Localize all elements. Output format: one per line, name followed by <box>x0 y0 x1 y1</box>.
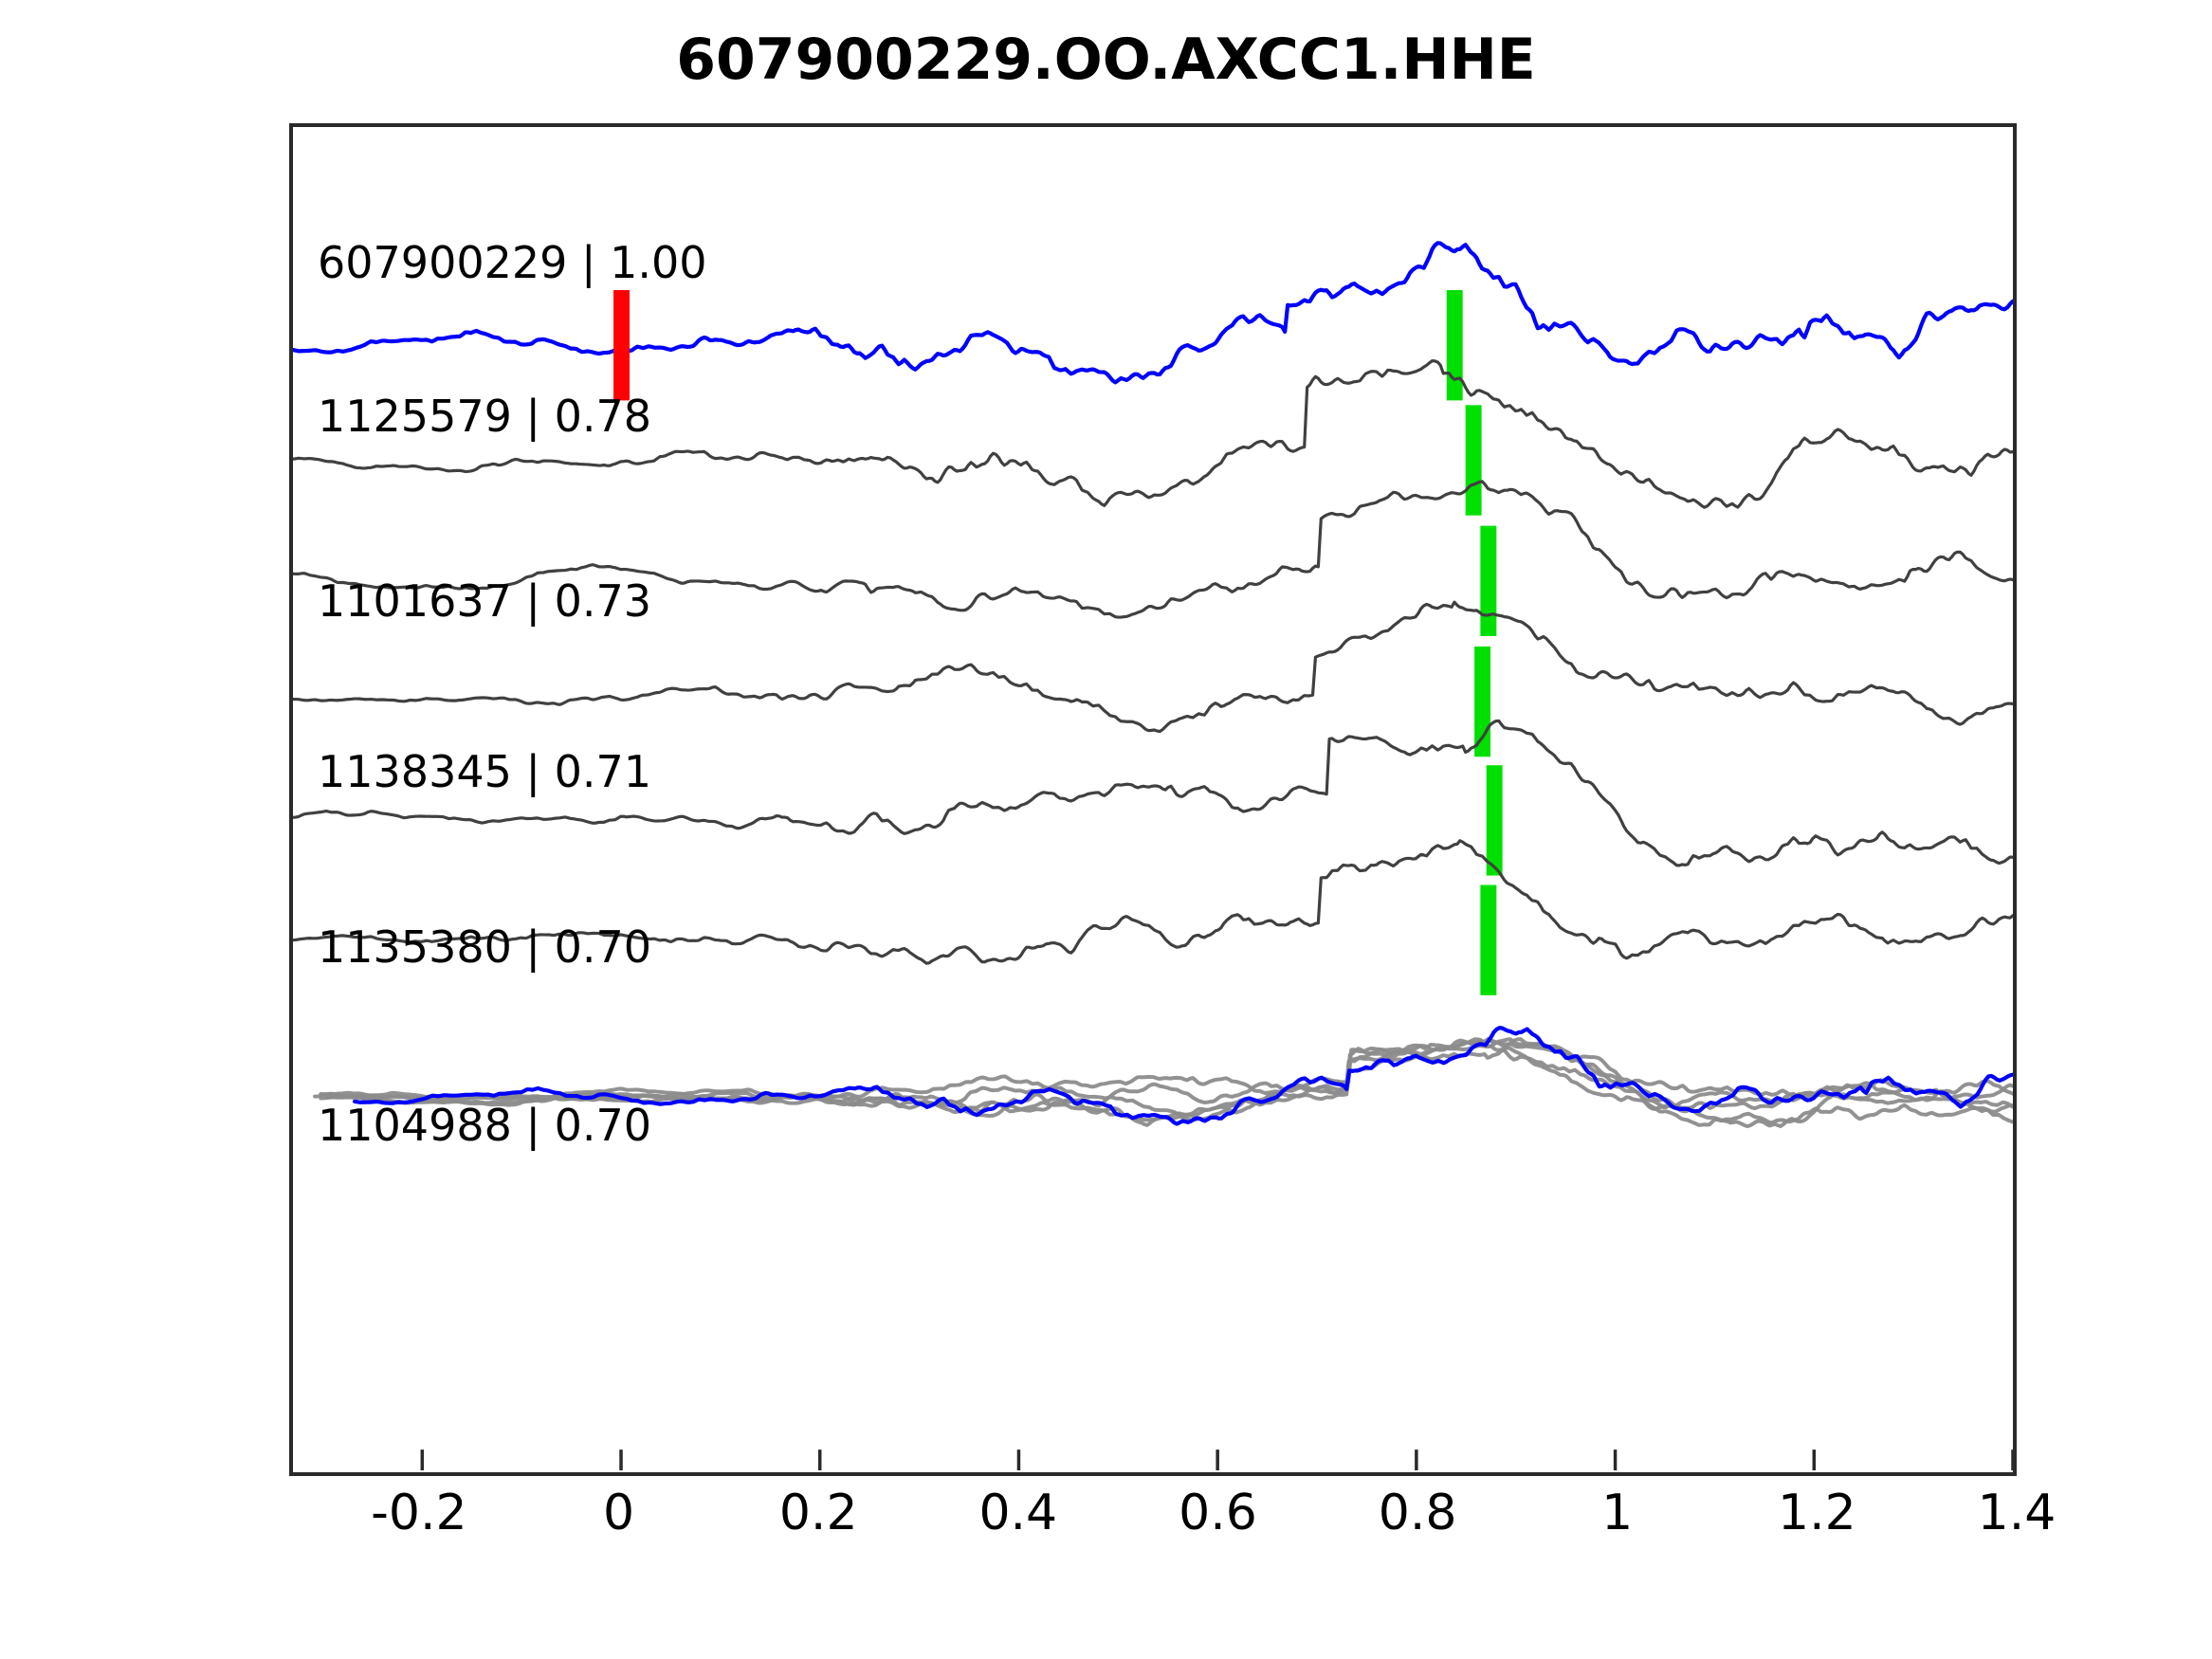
overlay-template-607900229 <box>352 1026 2013 1126</box>
trace-1135380 <box>293 719 2013 876</box>
plot-axes <box>289 123 2017 1476</box>
trace-1104988 <box>293 839 2013 995</box>
trace-label-1101637: 1101637 | 0.73 <box>318 575 652 627</box>
detection-pick-marker-607900229 <box>1446 290 1463 401</box>
trace-label-1104988: 1104988 | 0.70 <box>318 1100 652 1151</box>
trace-label-1125579: 1125579 | 0.78 <box>318 391 652 442</box>
x-tick-label-0.6: 0.6 <box>1179 1485 1257 1541</box>
trace-1101637 <box>293 480 2013 636</box>
trace-label-607900229: 607900229 | 1.00 <box>318 237 707 288</box>
waveform-line-1135380 <box>293 719 2013 867</box>
page-title: 607900229.OO.AXCC1.HHE <box>676 27 1536 93</box>
x-axis-tick-labels: -0.2 0 0.2 0.4 0.6 0.8 1 1.2 1.4 <box>289 1485 2056 1560</box>
x-tick-label-0.8: 0.8 <box>1378 1485 1457 1541</box>
detection-pick-marker-1135380 <box>1486 765 1503 876</box>
stack-overlay-panel <box>313 1026 2013 1129</box>
waveform-line-1138345 <box>293 600 2013 734</box>
x-tick-label-0.2: 0.2 <box>778 1485 858 1541</box>
x-tick-label-1: 1 <box>1601 1485 1634 1541</box>
waveform-line-607900229 <box>293 241 2013 385</box>
detection-pick-marker-1104988 <box>1480 884 1497 995</box>
waveform-line-1125579 <box>293 359 2013 509</box>
overlay-gray-1135380 <box>313 1037 2013 1127</box>
x-axis-ticks <box>420 1449 2013 1471</box>
x-tick-label-1.4: 1.4 <box>1977 1485 2057 1541</box>
x-tick-label-1.2: 1.2 <box>1778 1485 1856 1541</box>
x-tick-label-0.4: 0.4 <box>978 1485 1058 1541</box>
detection-pick-marker-1101637 <box>1480 525 1497 636</box>
trace-607900229 <box>293 241 2013 401</box>
trace-label-1135380: 1135380 | 0.70 <box>318 921 652 973</box>
detection-pick-marker-1138345 <box>1474 646 1491 757</box>
waveform-canvas <box>293 241 2013 1471</box>
trace-label-1138345: 1138345 | 0.71 <box>318 746 652 797</box>
template-pick-marker-607900229 <box>613 290 630 401</box>
x-tick-label-0: 0 <box>602 1485 635 1541</box>
waveform-line-1101637 <box>293 480 2013 619</box>
waveform-line-1104988 <box>293 839 2013 965</box>
x-tick-label--0.2: -0.2 <box>371 1485 467 1541</box>
detection-pick-marker-1125579 <box>1465 405 1482 516</box>
